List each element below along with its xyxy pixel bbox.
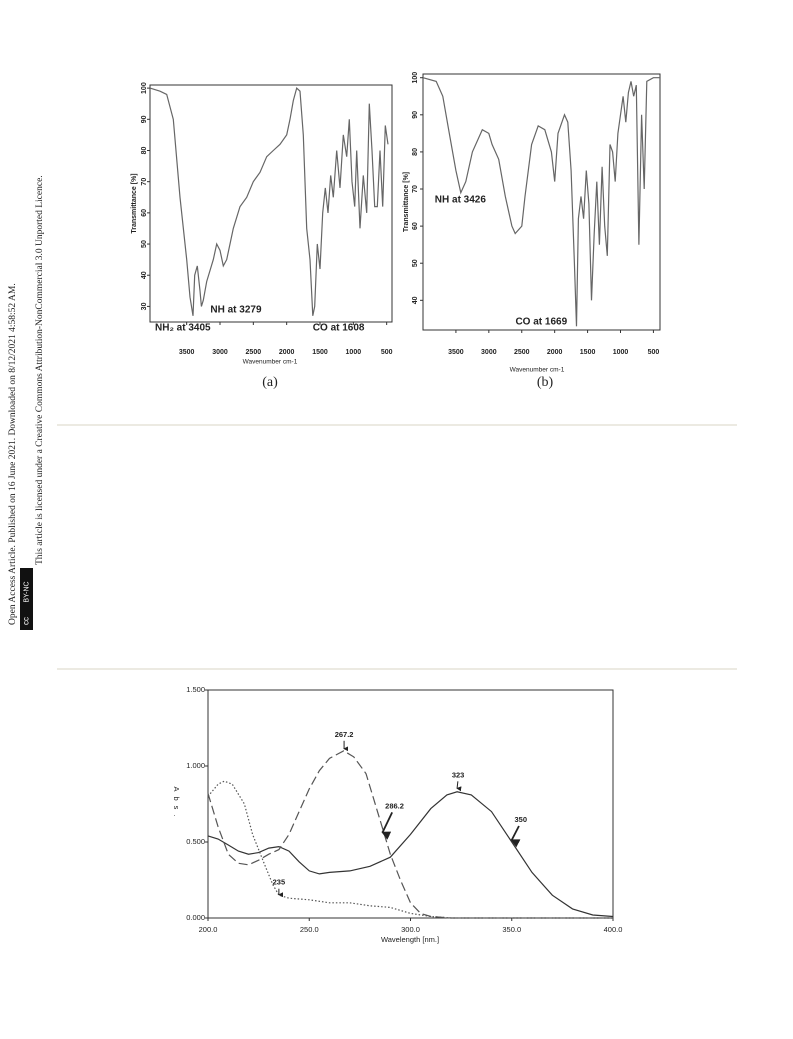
x-tick-label: 1000 xyxy=(613,349,629,356)
data-line xyxy=(207,780,613,919)
badge-cc: cc xyxy=(22,617,31,625)
x-tick-label: 350.0 xyxy=(502,925,521,934)
y-tick-label: 60 xyxy=(412,222,419,230)
y-tick-label: 80 xyxy=(141,146,148,154)
annotation: 267.2 xyxy=(335,730,354,739)
y-tick-label: 60 xyxy=(141,209,148,217)
y-tick-label: 40 xyxy=(412,296,419,304)
y-tick-label: 0.000 xyxy=(186,913,205,922)
annotation: CO at 1608 xyxy=(313,323,365,334)
annotation: CO at 1669 xyxy=(515,317,567,328)
license-badge xyxy=(20,568,33,630)
chart: 30 40 50 60 70 80 90 100 3500 3000 2500 2000 1500 100… xyxy=(131,82,393,390)
y-tick-label: 70 xyxy=(141,178,148,186)
caption: (a) xyxy=(262,375,278,390)
x-tick-label: 2500 xyxy=(514,349,530,356)
y-tick-label: 1.000 xyxy=(186,761,205,770)
y-tick-label: 90 xyxy=(141,115,148,123)
x-tick-label: 300.0 xyxy=(401,925,420,934)
x-tick-label: 1500 xyxy=(312,349,328,356)
y-tick-label: 80 xyxy=(412,148,419,156)
x-axis-label: Wavelength [nm.] xyxy=(381,935,439,944)
annotation: 235 xyxy=(273,878,286,887)
x-tick-label: 500 xyxy=(648,349,660,356)
x-axis-label: Wavenumber cm-1 xyxy=(243,359,298,366)
y-axis-label: Transmittance [%] xyxy=(403,172,410,232)
x-tick-label: 500 xyxy=(381,349,393,356)
annotation: NH₂ at 3405 xyxy=(155,323,211,334)
y-tick-label: 70 xyxy=(412,185,419,193)
y-axis-label: Transmittance [%] xyxy=(131,173,138,233)
x-tick-label: 3000 xyxy=(481,349,497,356)
chart: 0.000 0.500 1.000 1.500 200.0 250.0 300.0 350.0… xyxy=(172,685,622,944)
x-tick-label: 400.0 xyxy=(604,925,623,934)
chart: 40 50 60 70 80 90 100 3500 3000 2500 2000 1500 1000 5… xyxy=(403,72,661,390)
data-line xyxy=(207,791,614,918)
plot-frame xyxy=(207,689,614,919)
sidebar-line: This article is licensed under a Creativ… xyxy=(35,175,45,565)
y-tick-label: 1.500 xyxy=(186,685,205,694)
annotation-arrow xyxy=(510,825,521,848)
y-tick-label: 90 xyxy=(412,111,419,119)
x-tick-label: 250.0 xyxy=(300,925,319,934)
y-tick-label: 0.500 xyxy=(186,837,205,846)
x-tick-label: 3500 xyxy=(179,349,195,356)
sidebar-line: Open Access Article. Published on 16 Jun… xyxy=(8,283,18,625)
x-tick-label: 3000 xyxy=(212,349,228,356)
y-tick-label: 100 xyxy=(412,72,419,84)
annotation: 350 xyxy=(514,815,527,824)
data-line xyxy=(422,77,660,327)
x-tick-label: 200.0 xyxy=(199,925,218,934)
y-axis-label: Abs. xyxy=(172,786,181,821)
x-tick-label: 2000 xyxy=(279,349,295,356)
y-tick-label: 50 xyxy=(141,240,148,248)
x-tick-label: 3500 xyxy=(448,349,464,356)
caption: (b) xyxy=(537,375,554,390)
annotation: NH at 3279 xyxy=(210,305,262,316)
y-tick-label: 100 xyxy=(141,82,148,94)
annotation: NH at 3426 xyxy=(435,195,487,206)
annotation: 286.2 xyxy=(385,801,404,810)
badge-text: BY-NC xyxy=(23,581,30,602)
plot-frame xyxy=(422,73,661,331)
data-line xyxy=(207,750,613,919)
y-tick-label: 30 xyxy=(141,302,148,310)
license-sidebar: cc BY-NC Open Access Article. Published … xyxy=(8,175,45,630)
x-tick-label: 1500 xyxy=(580,349,596,356)
plot-frame xyxy=(149,84,393,323)
x-tick-label: 2500 xyxy=(246,349,262,356)
annotation-arrow xyxy=(381,812,393,840)
x-axis-label: Wavenumber cm-1 xyxy=(510,367,565,374)
y-tick-label: 40 xyxy=(141,271,148,279)
x-tick-label: 1000 xyxy=(346,349,362,356)
annotation: 323 xyxy=(452,770,465,779)
annotation-arrow xyxy=(456,781,462,792)
x-tick-label: 2000 xyxy=(547,349,563,356)
data-line xyxy=(149,86,389,316)
y-tick-label: 50 xyxy=(412,259,419,267)
